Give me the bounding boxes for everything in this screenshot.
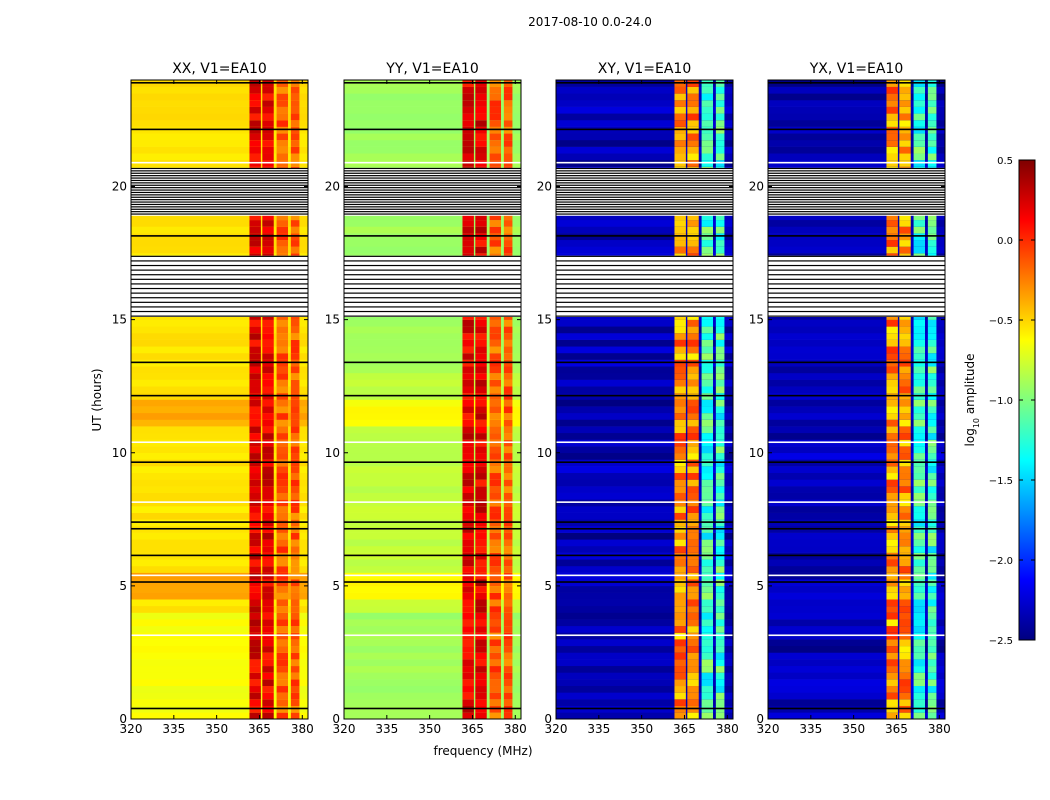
x-tick-label: 335 xyxy=(162,722,185,736)
colorbar-tick-label: 0.0 xyxy=(997,236,1013,247)
plot-frame xyxy=(343,79,522,720)
y-tick-label: 5 xyxy=(332,579,340,593)
panel-title: XY, V1=EA10 xyxy=(598,61,692,77)
panel-title: YY, V1=EA10 xyxy=(385,61,478,77)
y-tick-label: 0 xyxy=(544,712,552,726)
heatmap-panel-4 xyxy=(768,80,945,719)
y-tick-label: 15 xyxy=(325,313,340,327)
colorbar-tick-label: −2.5 xyxy=(989,636,1013,647)
x-tick-label: 320 xyxy=(333,722,356,736)
colorbar: 0.5 0.0 −0.5 −1.0 −1.5 −2.0 −2.5 log10 amplitud… xyxy=(963,156,1036,647)
panel-2: YY, V1=EA10 320 335 350 365 380 0 5 10 15 20 xyxy=(325,61,527,736)
panel-title: XX, V1=EA10 xyxy=(172,61,267,77)
x-tick-label: 335 xyxy=(375,722,398,736)
figure-title: 2017-08-10 0.0-24.0 xyxy=(528,15,652,29)
colorbar-tick-label: 0.5 xyxy=(997,156,1013,167)
y-tick-label: 10 xyxy=(325,446,340,460)
panel-3: XY, V1=EA10 320 335 350 365 380 0 5 10 15 20 xyxy=(537,61,739,736)
x-tick-label: 350 xyxy=(418,722,441,736)
heatmap-panel-2 xyxy=(344,80,521,719)
x-tick-label: 335 xyxy=(587,722,610,736)
x-tick-label: 380 xyxy=(716,722,739,736)
heatmap-panel-1 xyxy=(131,80,308,719)
y-tick-label: 10 xyxy=(537,446,552,460)
x-tick-label: 380 xyxy=(291,722,314,736)
x-tick-label: 365 xyxy=(248,722,271,736)
y-tick-label: 0 xyxy=(756,712,764,726)
y-tick-label: 20 xyxy=(325,180,340,194)
y-tick-label: 15 xyxy=(537,313,552,327)
y-tick-label: 15 xyxy=(112,313,127,327)
x-axis-label: frequency (MHz) xyxy=(433,744,532,758)
colorbar-tick-label: −0.5 xyxy=(989,316,1013,327)
x-tick-label: 365 xyxy=(885,722,908,736)
colorbar-tick-label: −1.0 xyxy=(989,396,1013,407)
x-tick-label: 320 xyxy=(757,722,780,736)
y-tick-label: 5 xyxy=(544,579,552,593)
x-tick-label: 350 xyxy=(842,722,865,736)
panel-4: YX, V1=EA10 320 335 350 365 380 0 5 10 15 20 xyxy=(749,61,951,736)
colorbar-tick-label: −1.5 xyxy=(989,476,1013,487)
y-tick-label: 20 xyxy=(112,180,127,194)
colorbar-tick-label: −2.0 xyxy=(989,556,1013,567)
y-tick-label: 0 xyxy=(119,712,127,726)
y-tick-label: 10 xyxy=(749,446,764,460)
x-tick-label: 380 xyxy=(504,722,527,736)
x-tick-label: 335 xyxy=(799,722,822,736)
y-tick-label: 10 xyxy=(112,446,127,460)
y-tick-label: 0 xyxy=(332,712,340,726)
y-tick-label: 5 xyxy=(119,579,127,593)
y-tick-label: 20 xyxy=(537,180,552,194)
panel-title: YX, V1=EA10 xyxy=(809,61,904,77)
plot-frame xyxy=(555,79,734,720)
x-tick-label: 320 xyxy=(545,722,568,736)
x-tick-label: 365 xyxy=(461,722,484,736)
x-tick-label: 350 xyxy=(205,722,228,736)
y-axis-label: UT (hours) xyxy=(90,368,104,431)
x-tick-label: 350 xyxy=(630,722,653,736)
plot-frame xyxy=(767,79,946,720)
x-tick-label: 380 xyxy=(928,722,951,736)
y-tick-label: 20 xyxy=(749,180,764,194)
y-tick-label: 15 xyxy=(749,313,764,327)
y-tick-label: 5 xyxy=(756,579,764,593)
plot-frame xyxy=(130,79,309,720)
panel-1: XX, V1=EA10 320 335 350 365 380 0 5 10 15 20 xyxy=(112,61,314,736)
x-tick-label: 320 xyxy=(120,722,143,736)
heatmap-panel-3 xyxy=(556,80,733,719)
x-tick-label: 365 xyxy=(673,722,696,736)
colorbar-label: log10 amplitude xyxy=(963,354,981,447)
